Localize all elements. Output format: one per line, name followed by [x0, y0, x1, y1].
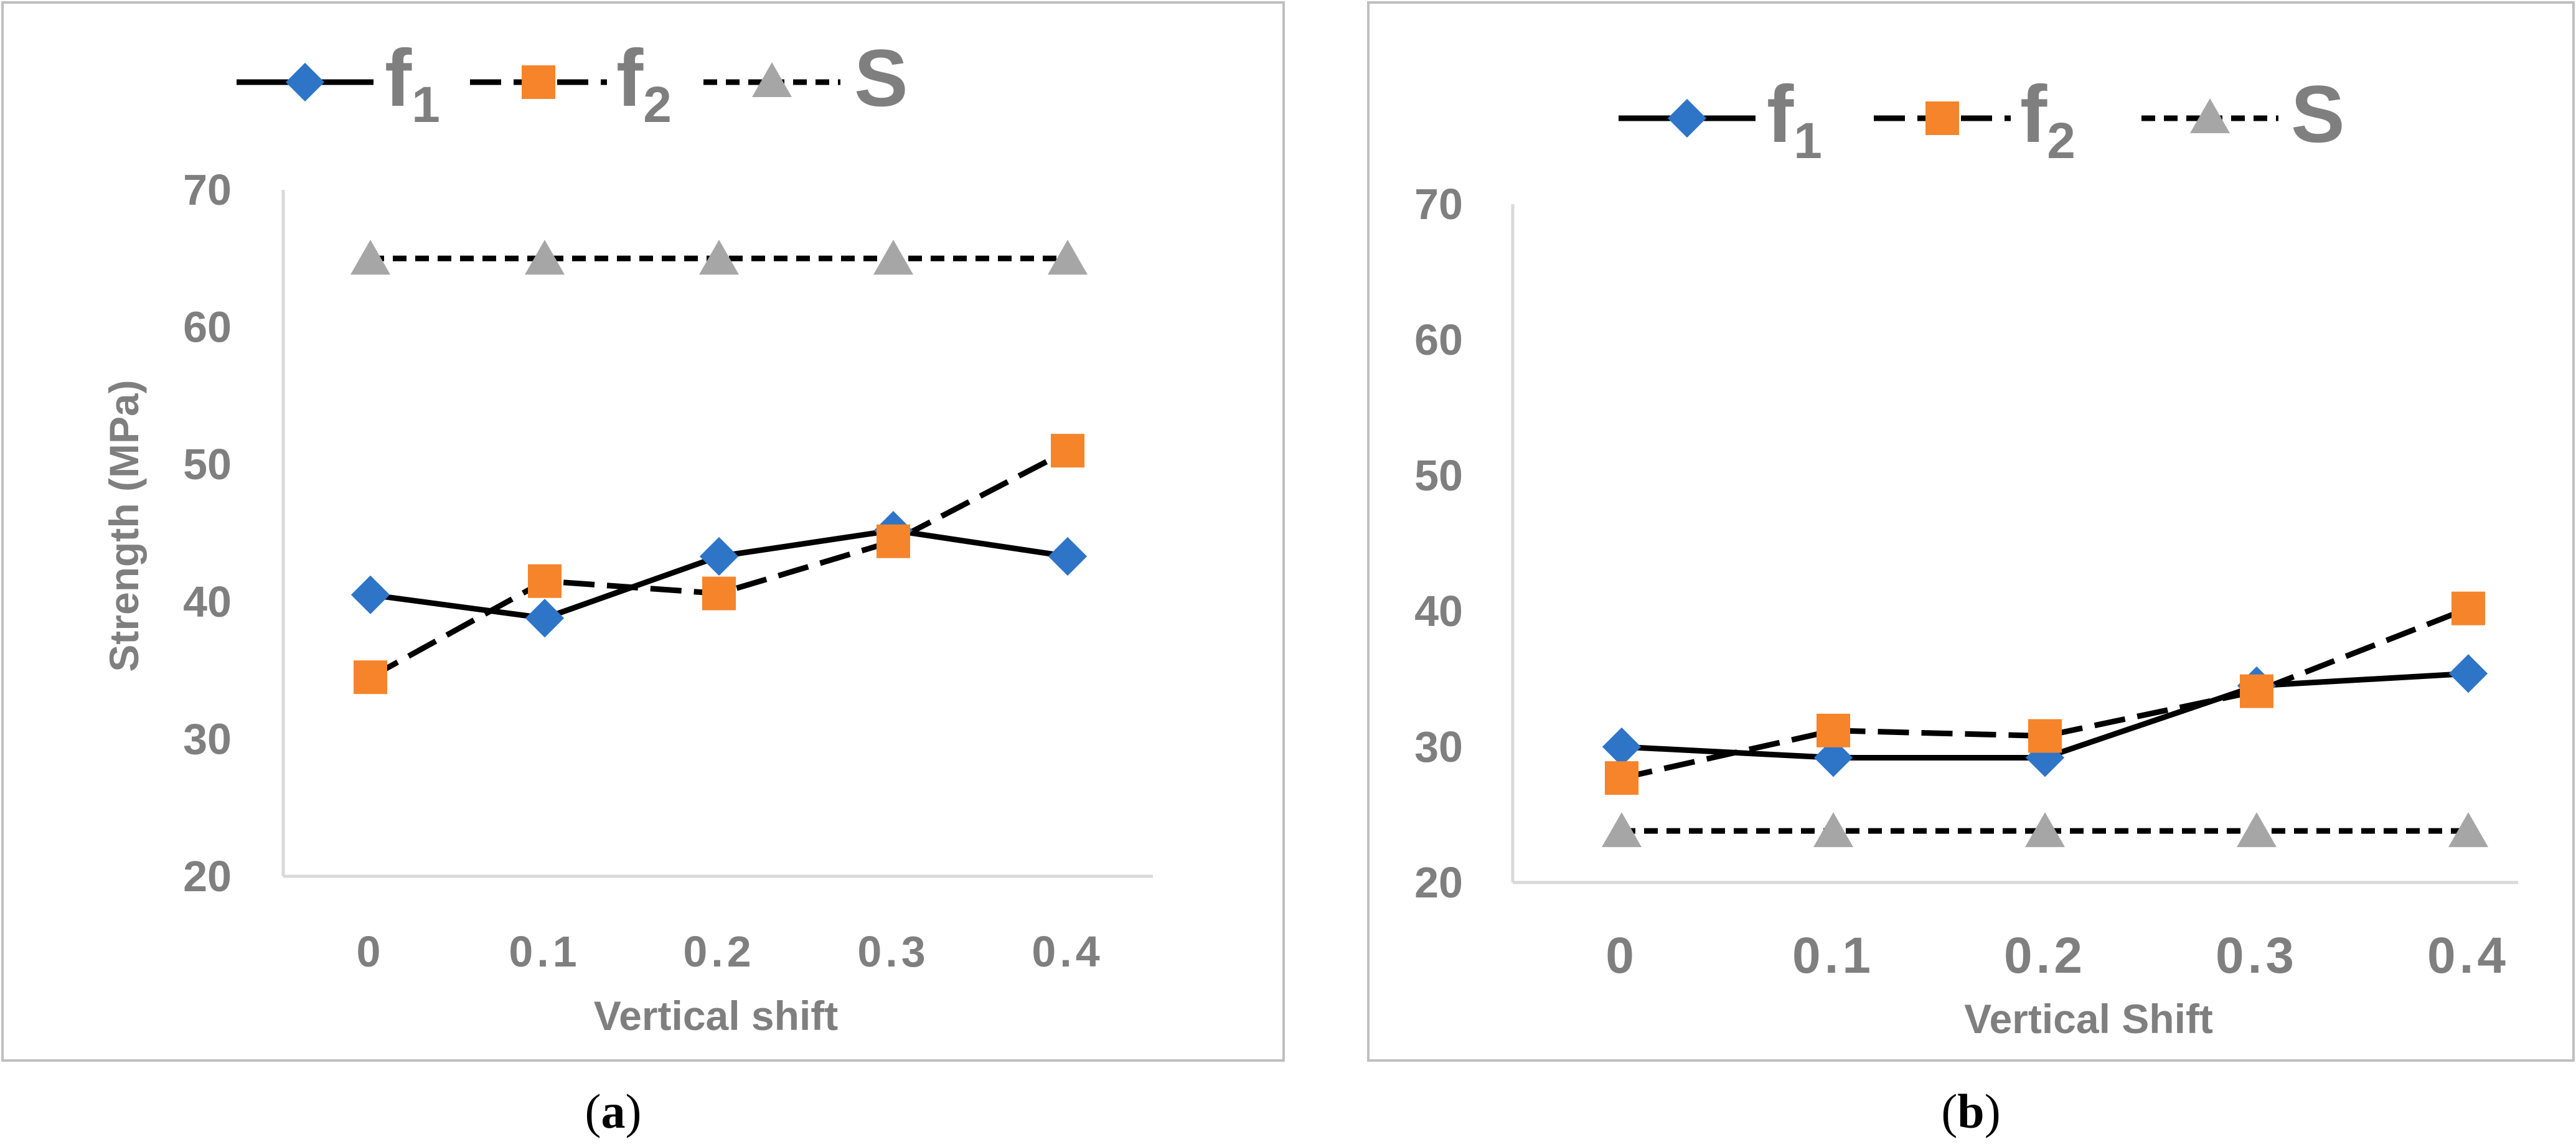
data-point-f1-a [1048, 536, 1088, 576]
data-point-s-b [1602, 812, 1642, 848]
legend-b-f2-marker [1925, 101, 1959, 135]
data-point-f2-a [1051, 434, 1084, 468]
data-point-f2-a [354, 660, 387, 695]
data-point-f2-a [702, 576, 736, 611]
data-point-s-b [2448, 812, 2488, 848]
x-tick-label-a: 0.3 [857, 927, 929, 976]
panel-label-a: (a) [585, 1084, 642, 1138]
y-tick-label-b: 40 [1414, 587, 1463, 635]
panel-b-frame [1367, 1, 2575, 1062]
data-point-s-a [350, 240, 390, 275]
y-tick-label-a: 20 [183, 852, 232, 901]
x-tick-label-b: 0.3 [2216, 927, 2298, 984]
plot-b: 20 30 40 50 60 70 0 0.1 0.2 0.3 0.4 Vertical Shift [1414, 180, 2518, 1042]
panel-a-frame [1, 1, 1285, 1062]
data-point-f1-a [525, 599, 565, 638]
legend-b-f1-label: f1 [1767, 68, 1822, 169]
data-point-s-a [1048, 240, 1088, 275]
data-point-f2-b [2451, 591, 2485, 625]
x-tick-label-a: 0.2 [683, 927, 754, 976]
plot-a: 20 30 40 50 60 70 0 0.1 0.2 0.3 0.4 Vertical shift S… [101, 166, 1153, 1039]
legend-b-s-marker [2190, 98, 2230, 133]
x-tick-label-a: 0.1 [509, 927, 580, 976]
data-point-f2-b [1817, 713, 1850, 747]
y-tick-label-b: 30 [1414, 723, 1463, 771]
data-point-s-a [699, 240, 739, 275]
data-point-f2-a [528, 564, 562, 598]
legend-a-f2-marker [522, 65, 555, 99]
legend-a-s-label: S [854, 32, 908, 123]
y-tick-label-b: 20 [1414, 858, 1463, 907]
data-point-s-b [1813, 812, 1853, 848]
data-point-f1-a [699, 536, 739, 576]
legend-a-s-marker [752, 62, 792, 97]
x-tick-label-b: 0.4 [2427, 927, 2509, 984]
y-axis-title-a: Strength (MPa) [101, 380, 147, 672]
data-point-f2-b [2028, 719, 2062, 753]
legend-a-f1-label: f1 [385, 32, 440, 133]
data-point-s-a [525, 240, 565, 275]
legend-a: f1 f2 S [237, 32, 908, 133]
legend-a-f2-label: f2 [616, 32, 672, 133]
legend-b-f2-label: f2 [2020, 68, 2075, 169]
data-point-s-b [2025, 812, 2065, 848]
y-tick-label-a: 70 [183, 166, 232, 214]
x-axis-title-a: Vertical shift [594, 993, 839, 1039]
x-tick-label-b: 0.1 [1792, 927, 1874, 984]
y-tick-label-b: 60 [1414, 316, 1463, 364]
x-tick-label-b: 0 [1605, 927, 1638, 984]
x-axis-title-b: Vertical Shift [1964, 996, 2213, 1042]
y-tick-label-a: 30 [183, 714, 232, 763]
x-tick-label-a: 0.4 [1032, 927, 1103, 976]
y-tick-label-a: 40 [183, 578, 232, 626]
series-line-f2-b [1621, 606, 2470, 781]
legend-b: f1 f2 S [1619, 68, 2345, 169]
data-point-s-b [2237, 812, 2277, 848]
x-tick-label-b: 0.2 [2004, 927, 2086, 984]
y-tick-label-b: 70 [1414, 180, 1463, 228]
y-tick-label-a: 60 [183, 303, 232, 352]
data-point-f2-b [1605, 761, 1638, 795]
y-tick-label-b: 50 [1414, 451, 1463, 500]
panel-a: f1 f2 S 20 30 40 50 60 70 0 0.1 0.2 0.3 0.4 Vertica… [1, 1, 1285, 1062]
x-tick-label-a: 0 [357, 927, 385, 976]
legend-a-f1-marker [285, 62, 325, 102]
data-point-f2-a [877, 524, 910, 558]
panel-label-b: (b) [1941, 1084, 2000, 1138]
data-point-f2-b [2240, 674, 2273, 708]
data-point-f1-a [350, 575, 390, 614]
data-point-s-a [873, 240, 913, 275]
y-tick-label-a: 50 [183, 440, 232, 489]
panel-b: f1 f2 S 20 30 40 50 60 70 0 0.1 0.2 0.3 0.4 Vertica… [1367, 1, 2575, 1062]
legend-b-s-label: S [2291, 68, 2345, 159]
